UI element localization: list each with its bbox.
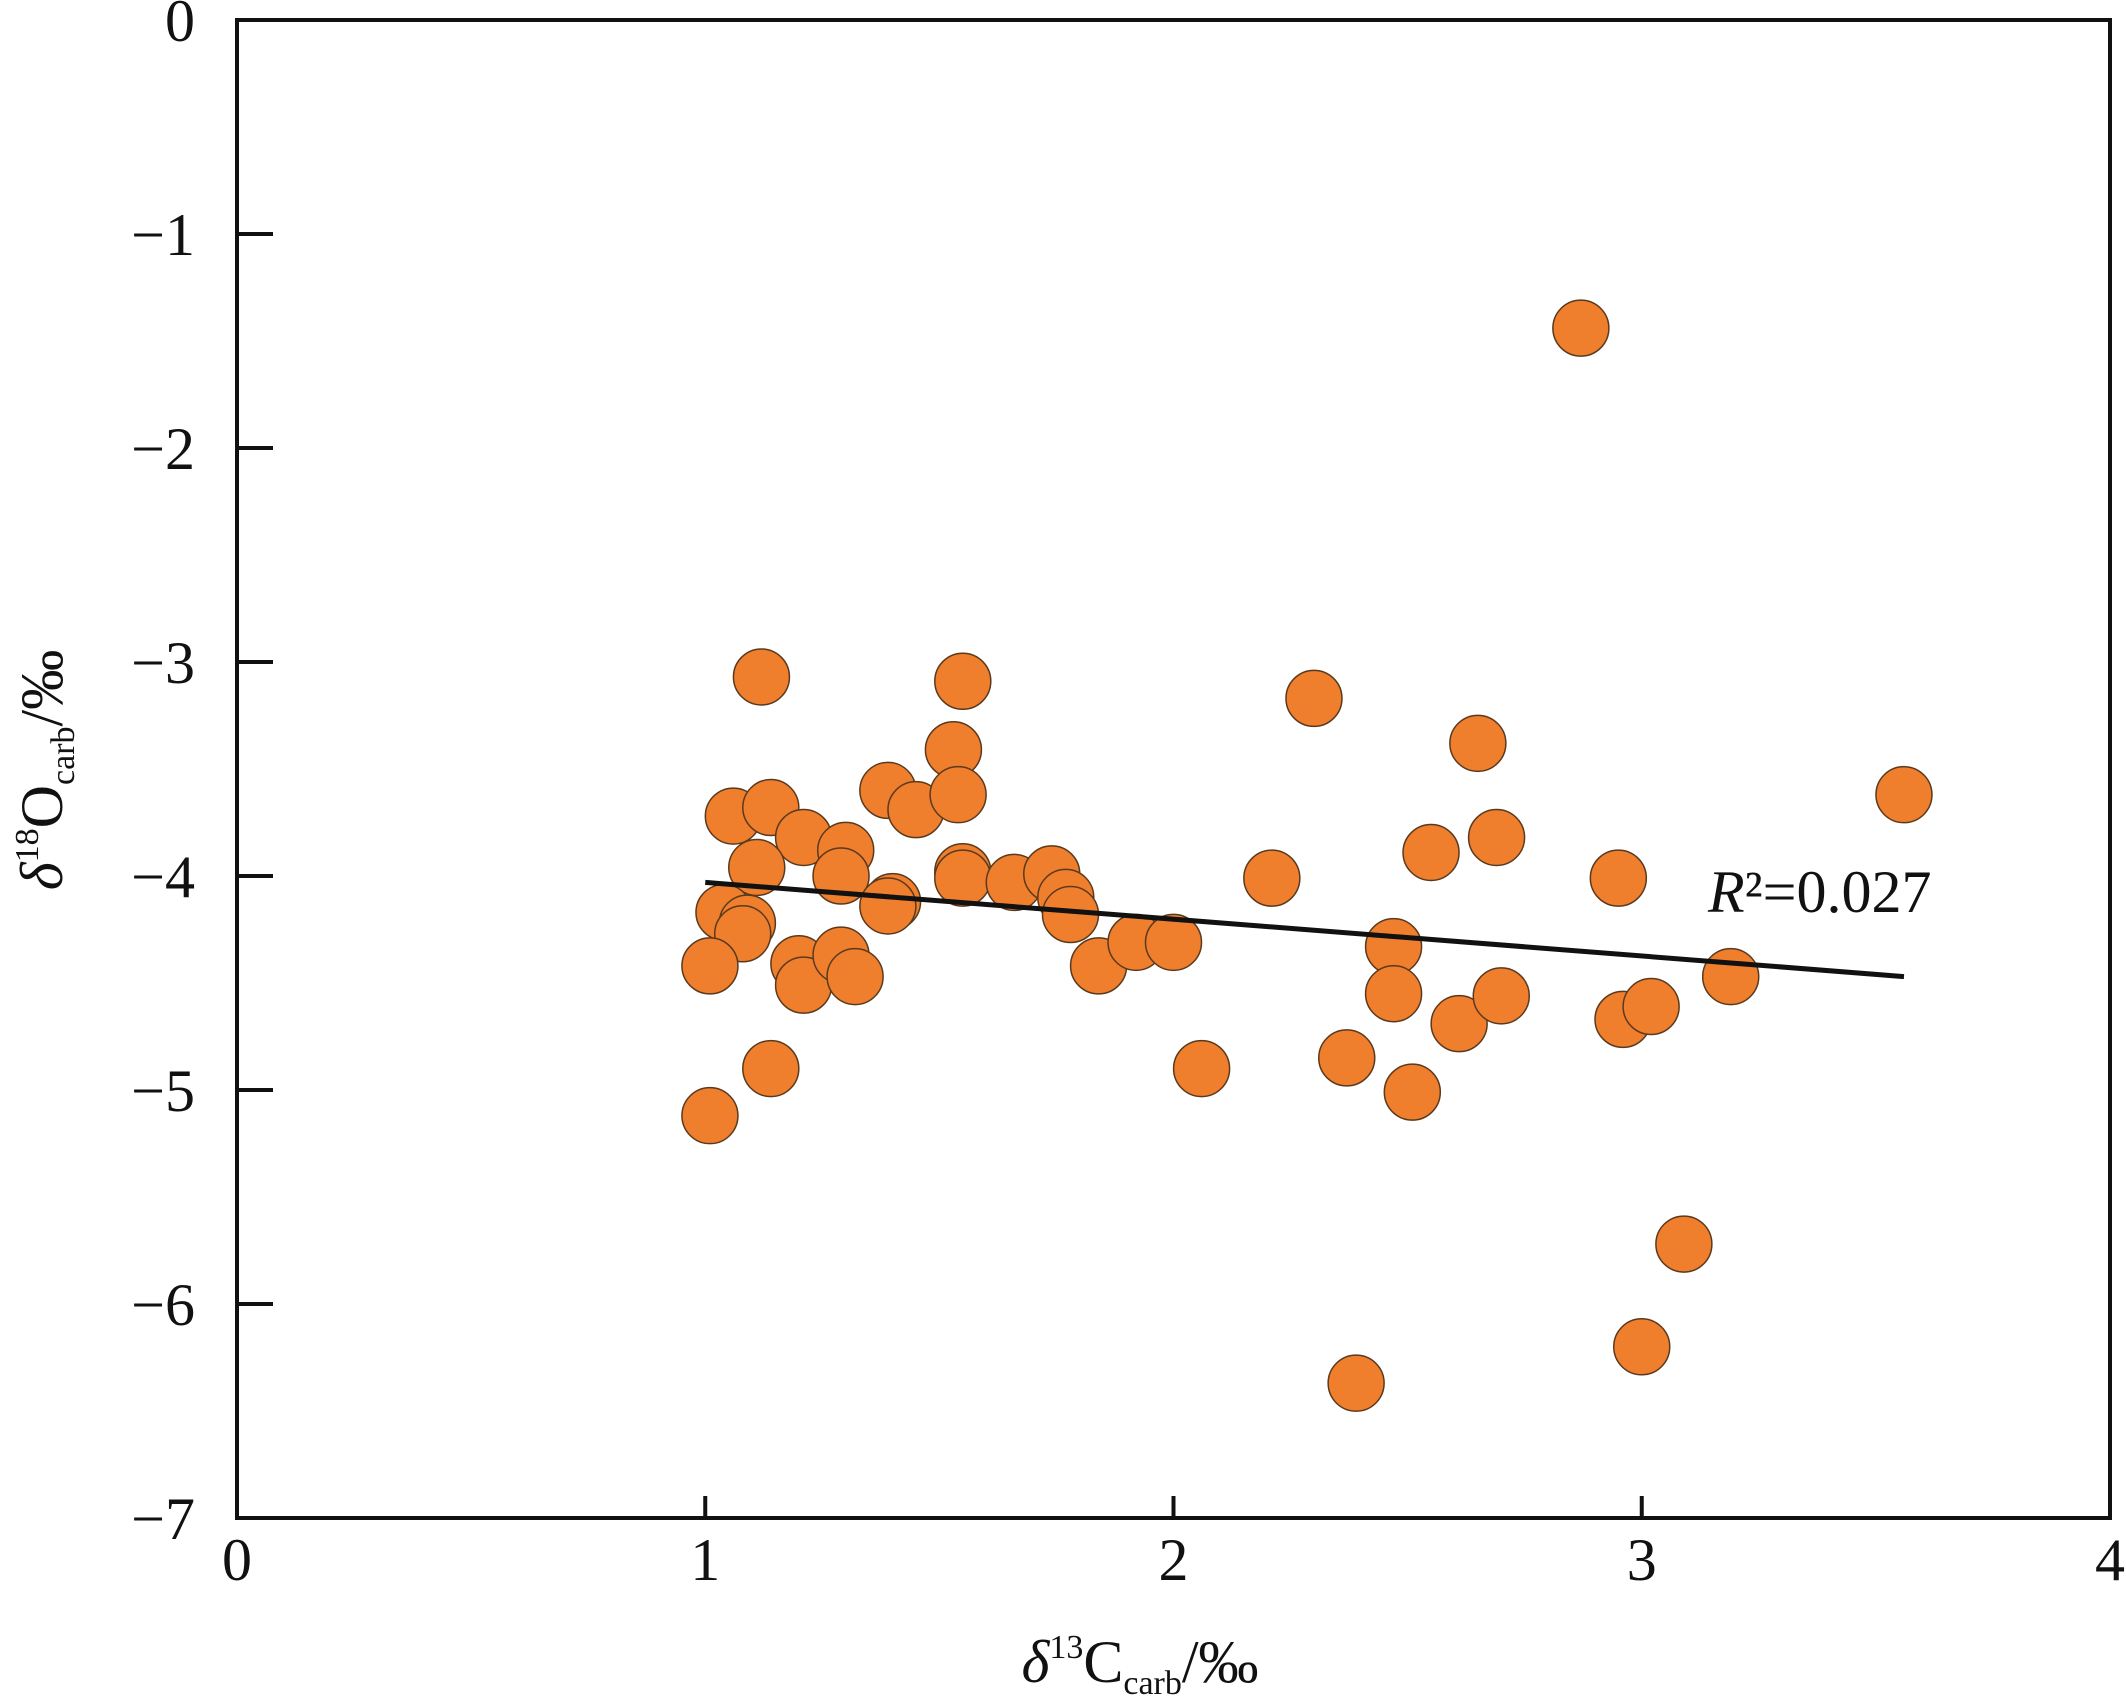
data-point-43 (1430, 994, 1488, 1053)
data-point-13 (681, 937, 739, 995)
data-point-38 (1327, 1354, 1385, 1412)
x-axis-title: δ13Ccarb/‰ (1021, 1629, 1258, 1698)
data-point-53 (1701, 947, 1760, 1006)
data-point-17 (826, 947, 884, 1006)
data-point-1 (732, 648, 791, 706)
data-point-42 (1402, 823, 1460, 882)
data-point-51 (1613, 1318, 1671, 1376)
x-tick-label-1: 1 (690, 1527, 720, 1593)
data-point-46 (1472, 967, 1531, 1025)
data-point-47 (1552, 299, 1610, 357)
y-tick-label-4: −4 (131, 844, 195, 910)
data-point-31 (1144, 913, 1203, 972)
data-point-50 (1622, 977, 1680, 1036)
x-tick-label-0: 0 (222, 1527, 252, 1593)
data-point-9 (728, 838, 786, 897)
y-tick-label-2: −2 (131, 416, 195, 482)
y-tick-label-5: −5 (131, 1058, 195, 1124)
data-point-32 (742, 1039, 800, 1098)
data-point-37 (1318, 1029, 1376, 1087)
data-point-52 (1655, 1215, 1713, 1273)
trendline (705, 879, 1905, 980)
data-point-22 (859, 877, 917, 935)
x-tick-label-4: 4 (2095, 1527, 2125, 1593)
data-point-45 (1467, 808, 1526, 867)
data-point-24 (934, 849, 992, 907)
y-tick-label-6: −6 (131, 1272, 195, 1338)
y-tick-label-0: 0 (165, 0, 195, 54)
data-point-20 (929, 765, 987, 824)
data-point-48 (1589, 849, 1648, 907)
data-point-2 (934, 652, 992, 711)
data-point-40 (1364, 964, 1423, 1023)
points-layer (681, 299, 1933, 1412)
y-tick-label-1: −1 (131, 202, 195, 268)
data-point-44 (1449, 714, 1507, 773)
data-point-34 (1172, 1039, 1231, 1098)
data-point-54 (1875, 765, 1933, 824)
data-point-33 (681, 1086, 739, 1145)
ticks-layer: 0 1 2 3 4 0 −1 −2 −3 −4 −5 −6 −7 (131, 0, 2125, 1593)
r-squared-annotation: R²=0.027 (1707, 859, 1931, 925)
y-axis-title: δ18Ocarb/‰ (9, 650, 82, 890)
y-tick-label-3: −3 (131, 630, 195, 696)
x-tick-label-3: 3 (1627, 1527, 1657, 1593)
x-tick-label-2: 2 (1159, 1527, 1189, 1593)
data-point-35 (1243, 849, 1301, 907)
data-point-41 (1383, 1063, 1442, 1121)
y-tick-label-7: −7 (131, 1486, 195, 1552)
data-point-36 (1285, 669, 1343, 728)
plot-frame (235, 18, 2112, 1520)
